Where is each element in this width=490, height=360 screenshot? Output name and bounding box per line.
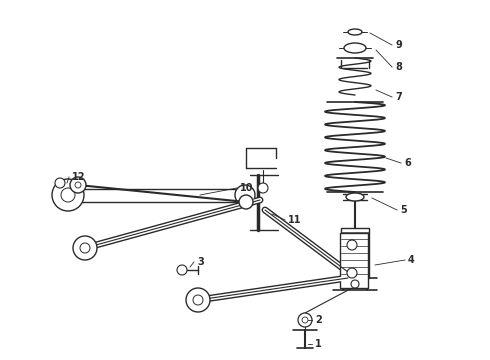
- Circle shape: [177, 265, 187, 275]
- Circle shape: [235, 185, 255, 205]
- Circle shape: [351, 280, 359, 288]
- Circle shape: [61, 188, 75, 202]
- Bar: [341, 228, 369, 278]
- Ellipse shape: [344, 43, 366, 53]
- Circle shape: [55, 178, 65, 188]
- Text: 4: 4: [408, 255, 415, 265]
- Ellipse shape: [346, 193, 364, 201]
- Text: 10: 10: [240, 183, 253, 193]
- Text: 2: 2: [315, 315, 322, 325]
- Circle shape: [239, 195, 253, 209]
- Circle shape: [347, 240, 357, 250]
- Bar: [340, 233, 368, 288]
- Circle shape: [73, 236, 97, 260]
- Text: 8: 8: [395, 62, 402, 72]
- Text: 11: 11: [288, 215, 301, 225]
- Text: 1: 1: [315, 339, 322, 349]
- Circle shape: [302, 317, 308, 323]
- Circle shape: [52, 179, 84, 211]
- Circle shape: [75, 182, 81, 188]
- Ellipse shape: [348, 29, 362, 35]
- Text: 9: 9: [395, 40, 402, 50]
- Circle shape: [258, 183, 268, 193]
- Circle shape: [347, 268, 357, 278]
- Text: 12: 12: [72, 172, 85, 182]
- Text: 6: 6: [404, 158, 411, 168]
- Circle shape: [298, 313, 312, 327]
- Text: 7: 7: [395, 92, 402, 102]
- Bar: [68, 189, 245, 202]
- Text: 5: 5: [400, 205, 407, 215]
- Circle shape: [80, 243, 90, 253]
- Circle shape: [193, 295, 203, 305]
- Circle shape: [70, 177, 86, 193]
- Text: 3: 3: [197, 257, 204, 267]
- Circle shape: [186, 288, 210, 312]
